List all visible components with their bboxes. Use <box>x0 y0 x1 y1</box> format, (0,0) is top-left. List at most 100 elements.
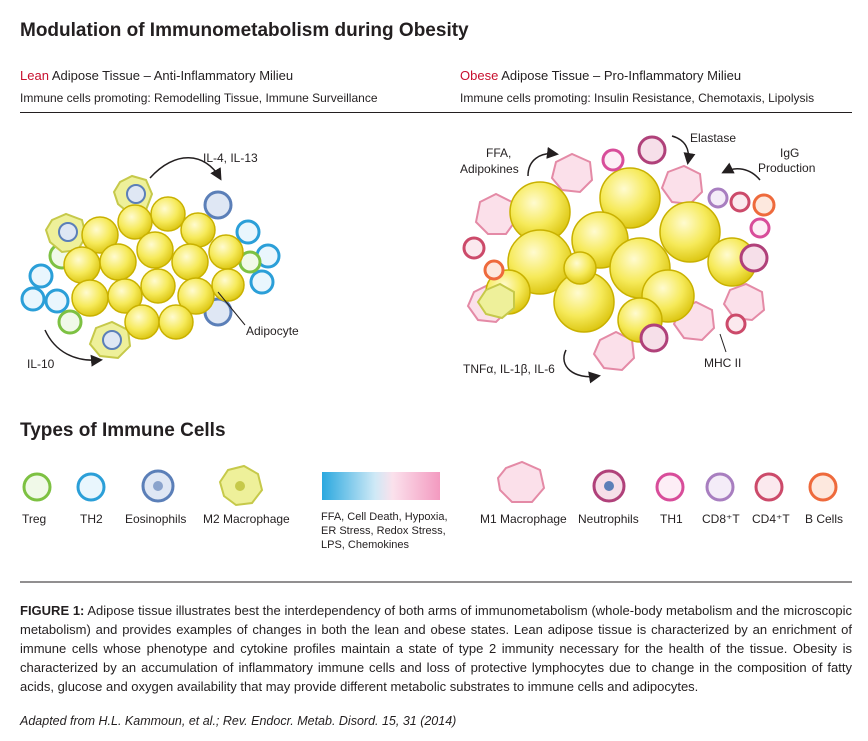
adipocyte <box>211 268 245 302</box>
legend-label-m1: M1 Macrophage <box>480 512 567 526</box>
figure-title: Modulation of Immunometabolism during Ob… <box>20 20 469 41</box>
legend-label-cd4t: CD4⁺T <box>752 512 790 526</box>
il10-arrow <box>44 329 103 367</box>
adipocyte <box>63 246 101 284</box>
obese-adipocytes <box>485 167 757 343</box>
lean-adipocytes <box>63 196 245 340</box>
elastase-arrow <box>671 135 696 165</box>
th2-cell <box>44 288 70 314</box>
label-ffa: FFA, <box>486 146 512 160</box>
adipocyte <box>599 167 661 229</box>
label-il4-il13: IL-4, IL-13 <box>203 151 258 165</box>
th2-cell <box>20 286 46 312</box>
lean-heading-highlight: Lean <box>20 68 49 83</box>
label-adipokines: Adipokines <box>460 162 519 176</box>
neutrophil-cell <box>637 135 667 165</box>
label-production: Production <box>758 161 816 175</box>
caption-text: Adipose tissue illustrates best the inte… <box>20 603 852 694</box>
legend-treg-icon <box>22 472 52 502</box>
legend-cd4t-icon <box>754 472 784 502</box>
gradient-text: FFA, Cell Death, Hypoxia, ER Stress, Red… <box>321 510 448 552</box>
th2-cell <box>28 263 54 289</box>
lean-heading: Lean Adipose Tissue – Anti-Inflammatory … <box>20 68 293 83</box>
lean-cluster <box>20 157 281 367</box>
legend-cd8t-icon <box>705 472 735 502</box>
label-elastase: Elastase <box>690 131 737 145</box>
b-cell <box>752 193 776 217</box>
label-adipocyte: Adipocyte <box>246 324 299 338</box>
adipocyte <box>107 278 143 314</box>
neutrophil-cell <box>739 243 769 273</box>
m1-macrophage-cell <box>550 152 594 194</box>
label-igg: IgG <box>780 146 800 160</box>
mhc-pointer <box>719 333 727 353</box>
ffa-arrow <box>527 146 559 177</box>
gradient-bar <box>322 472 440 500</box>
adipocyte <box>171 243 209 281</box>
legend-label-th2: TH2 <box>80 512 103 526</box>
adipocyte <box>180 212 216 248</box>
legend-label-treg: Treg <box>22 512 47 526</box>
m1-macrophage-cell <box>722 282 766 322</box>
treg-cell <box>57 309 83 335</box>
il4-il13-arrow <box>149 157 222 181</box>
adipocyte <box>208 234 244 270</box>
m2-macrophage-cell <box>476 282 515 320</box>
adipocyte <box>71 279 109 317</box>
m1-macrophage-cell <box>474 192 518 235</box>
legend-label-bcells: B Cells <box>805 512 844 526</box>
m1-macrophage-cell <box>660 164 704 206</box>
adipocyte <box>563 251 597 285</box>
lean-eosinophils-inner <box>58 184 146 350</box>
legend-label-eosinophils: Eosinophils <box>125 512 187 526</box>
igg-arrow <box>721 162 761 181</box>
adipocyte <box>124 304 160 340</box>
cd4t-cell <box>725 313 747 335</box>
legend-th1-icon <box>655 472 685 502</box>
legend-bcell-icon <box>808 472 838 502</box>
label-il10: IL-10 <box>27 357 55 371</box>
obese-heading-highlight: Obese <box>460 68 499 83</box>
lean-subheading: Immune cells promoting: Remodelling Tiss… <box>20 91 378 105</box>
label-mhc: MHC II <box>704 356 742 370</box>
obese-heading-rest: Adipose Tissue – Pro-Inflammatory Milieu <box>498 68 742 83</box>
adipocyte <box>117 204 153 240</box>
b-cell <box>483 259 505 281</box>
legend-m1-macrophage-icon <box>496 460 546 503</box>
gradient-text-line: FFA, Cell Death, Hypoxia, <box>321 511 448 523</box>
cd4t-cell <box>462 236 486 260</box>
legend-icons <box>22 460 838 507</box>
cd4t-cell <box>729 191 751 213</box>
adipocyte <box>150 196 186 232</box>
eosinophil-cell <box>203 190 233 220</box>
lean-heading-rest: Adipose Tissue – Anti-Inflammatory Milie… <box>48 68 294 83</box>
header-rule <box>20 112 852 113</box>
adipocyte <box>659 201 721 263</box>
eosinophil-cell <box>126 184 146 204</box>
tnf-arrow <box>563 349 601 384</box>
cd8t-cell <box>707 187 729 209</box>
legend-label-cd8t: CD8⁺T <box>702 512 740 526</box>
adipocyte <box>99 243 137 281</box>
th1-cell <box>749 217 771 239</box>
eosinophil-cell <box>58 222 78 242</box>
adipocyte <box>81 216 119 254</box>
legend-th2-icon <box>76 472 106 502</box>
eosinophil-cell <box>102 330 122 350</box>
figure-caption: FIGURE 1: Adipose tissue illustrates bes… <box>20 601 852 696</box>
adipocyte <box>177 277 215 315</box>
figure-credit: Adapted from H.L. Kammoun, et al.; Rev. … <box>20 714 457 728</box>
obese-heading: Obese Adipose Tissue – Pro-Inflammatory … <box>460 68 741 83</box>
caption-label: FIGURE 1: <box>20 603 85 618</box>
adipocyte <box>158 304 194 340</box>
legend-title: Types of Immune Cells <box>20 420 226 441</box>
legend-label-m2: M2 Macrophage <box>203 512 290 526</box>
gradient-text-line: ER Stress, Redox Stress, <box>321 525 446 537</box>
obese-cluster <box>462 135 776 384</box>
adipocyte <box>140 268 176 304</box>
legend-label-neutrophils: Neutrophils <box>578 512 639 526</box>
adipocyte <box>136 231 174 269</box>
obese-immune-cells <box>462 135 776 353</box>
gradient-text-line: LPS, Chemokines <box>321 539 410 551</box>
